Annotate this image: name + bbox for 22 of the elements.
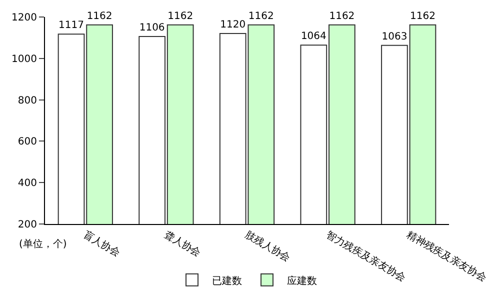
- data-label: 1063: [382, 31, 408, 42]
- legend-label: 应建数: [287, 274, 317, 287]
- data-label: 1162: [329, 10, 355, 22]
- data-label: 1120: [220, 20, 246, 31]
- data-label: 1117: [58, 20, 84, 32]
- data-label: 1162: [248, 10, 274, 22]
- y-tick-label: 600: [18, 136, 37, 148]
- x-tick-label: 肢残人协会: [243, 228, 292, 264]
- data-label: 1162: [168, 10, 194, 22]
- y-tick-label: 200: [18, 220, 37, 230]
- x-tick-label: 盲人协会: [81, 228, 122, 259]
- text: (单位，个): [19, 238, 67, 250]
- y-tick-label: 800: [18, 95, 37, 106]
- x-tick-label: 聋人协会: [162, 228, 203, 259]
- data-label: 1106: [139, 22, 165, 34]
- data-label: 1064: [300, 31, 326, 42]
- y-tick-label: 1200: [12, 12, 37, 24]
- data-label: 1162: [86, 10, 112, 22]
- y-tick-label: 400: [18, 178, 37, 190]
- y-tick-label: 1000: [12, 54, 37, 65]
- data-label: 1162: [410, 10, 436, 22]
- legend-label: 已建数: [212, 274, 242, 287]
